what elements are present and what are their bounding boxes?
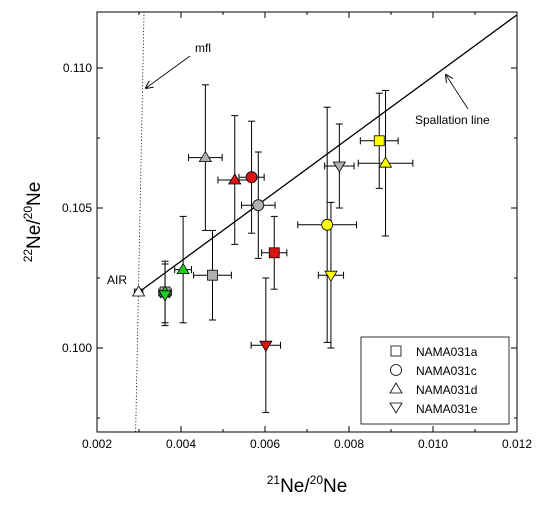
- mfl-line: [135, 11, 145, 433]
- y-tick-label: 0.105: [62, 201, 92, 215]
- triangle-up-marker: [228, 173, 242, 185]
- legend-square-icon: [390, 345, 402, 357]
- triangle-down-marker: [259, 340, 273, 352]
- y-axis-title: 22Ne/20Ne: [21, 182, 45, 263]
- circle-marker: [321, 218, 334, 231]
- x-tick-label: 0.012: [502, 437, 532, 451]
- circle-marker: [252, 199, 265, 212]
- circle-marker: [245, 171, 258, 184]
- square-marker: [207, 269, 218, 281]
- x-tick-label: 0.010: [418, 437, 448, 451]
- triangle-up-marker: [176, 262, 190, 274]
- triangle-up-marker: [198, 150, 213, 162]
- y-tick-label: 0.100: [62, 341, 92, 355]
- triangle-down-marker: [332, 161, 347, 173]
- mfl-arrow: [146, 55, 191, 88]
- triangle-down-marker: [324, 270, 338, 282]
- legend-label-nama031a: NAMA031a: [416, 345, 478, 359]
- ticks-layer: 0.002 0.004 0.006 0.008 0.010 0.012 0.100 0.105…: [62, 12, 532, 451]
- legend-triangle-up-icon: [389, 382, 403, 394]
- spallation-line-label: Spallation line: [415, 113, 490, 127]
- legend-label-nama031c: NAMA031c: [416, 364, 477, 378]
- legend: NAMA031a NAMA031c NAMA031d NAMA031e: [360, 336, 510, 425]
- spallation-line: [138, 14, 518, 293]
- triangle-down-marker: [158, 290, 172, 302]
- x-axis-title: 21Ne/20Ne: [267, 473, 348, 497]
- legend-circle-icon: [390, 364, 402, 376]
- x-tick-label: 0.008: [334, 437, 364, 451]
- air-label: AIR: [107, 273, 127, 287]
- legend-triangle-down-icon: [389, 402, 403, 414]
- x-tick-label: 0.004: [166, 437, 196, 451]
- spallation-line-arrow: [446, 75, 469, 110]
- x-tick-label: 0.006: [250, 437, 280, 451]
- triangle-up-marker: [131, 285, 146, 297]
- mfl-label: mfl: [195, 41, 211, 55]
- y-tick-label: 0.110: [63, 61, 92, 75]
- legend-label-nama031d: NAMA031d: [416, 383, 477, 397]
- legend-box: [360, 336, 510, 425]
- x-tick-label: 0.002: [82, 437, 112, 451]
- square-marker: [373, 135, 385, 147]
- data-markers: [131, 135, 393, 352]
- lines-layer: [135, 11, 518, 433]
- square-marker: [268, 247, 280, 259]
- triangle-up-marker: [378, 156, 393, 168]
- legend-label-nama031e: NAMA031e: [416, 402, 478, 416]
